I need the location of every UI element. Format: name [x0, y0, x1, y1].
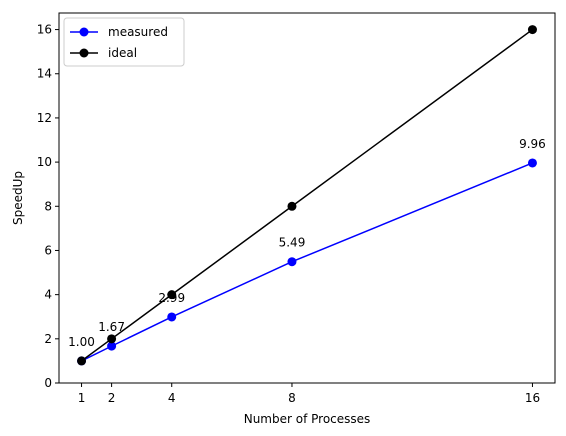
x-axis-ticks: 1 2 4 8 16 [78, 383, 540, 405]
legend-marker-ideal [79, 48, 89, 58]
data-point-ideal [77, 356, 87, 366]
plot-frame [58, 12, 556, 384]
data-label-measured: 1.67 [98, 320, 125, 334]
legend-frame [63, 17, 185, 67]
x-tick-label: 8 [288, 391, 296, 405]
y-axis-label: SpeedUp [11, 171, 25, 225]
y-tick-label: 12 [37, 111, 52, 125]
y-tick-label: 8 [44, 199, 52, 213]
y-tick-label: 2 [44, 332, 52, 346]
data-point-ideal [167, 290, 177, 300]
x-tick-label: 4 [168, 391, 176, 405]
y-tick-label: 10 [37, 155, 52, 169]
data-point-measured [287, 257, 297, 267]
x-tick-label: 16 [525, 391, 540, 405]
legend-label-measured: measured [108, 25, 168, 39]
y-tick-label: 6 [44, 243, 52, 257]
data-label-measured: 1.00 [68, 335, 95, 349]
y-tick-label: 4 [44, 288, 52, 302]
data-label-measured: 2.99 [158, 291, 185, 305]
data-point-measured [527, 158, 537, 168]
legend: measured ideal [63, 17, 185, 67]
data-label-layer: 1.001.67 2.99 5.49 9.96 [68, 137, 546, 349]
data-point-ideal [287, 201, 297, 211]
data-point-ideal [527, 25, 537, 35]
data-point-ideal [107, 334, 117, 344]
x-tick-label: 2 [108, 391, 116, 405]
series-layer [77, 25, 537, 366]
data-label-measured: 5.49 [279, 236, 306, 250]
data-point-measured [167, 312, 177, 322]
legend-label-ideal: ideal [108, 46, 137, 60]
x-axis-label: Number of Processes [244, 412, 371, 426]
y-tick-label: 16 [37, 23, 52, 37]
y-tick-label: 14 [37, 67, 52, 81]
x-tick-label: 1 [78, 391, 86, 405]
y-tick-label: 0 [44, 376, 52, 390]
data-label-measured: 9.96 [519, 137, 546, 151]
y-axis-ticks: 0 2 4 6 8 10 12 14 16 [37, 23, 59, 390]
data-point-measured [107, 341, 117, 351]
legend-marker-measured [79, 27, 89, 37]
